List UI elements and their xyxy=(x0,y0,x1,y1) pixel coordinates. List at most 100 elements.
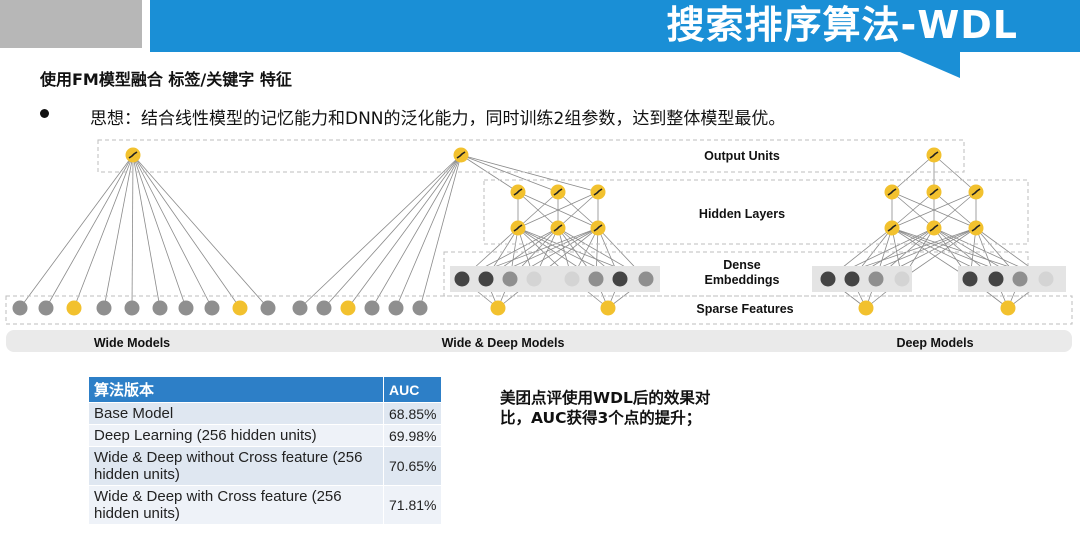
connection-edge xyxy=(132,154,187,309)
relu-unit-icon-glyph xyxy=(971,188,981,196)
connection-edge xyxy=(901,227,977,280)
connection-edge xyxy=(419,154,462,309)
relu-unit-icon-glyph xyxy=(513,188,523,196)
relu-unit-icon-glyph xyxy=(971,224,981,232)
row-model: Deep Learning (256 hidden units) xyxy=(88,424,384,447)
layer-box xyxy=(97,139,965,173)
feature-node xyxy=(412,300,428,316)
feature-node xyxy=(1000,300,1016,316)
feature-node xyxy=(178,300,194,316)
table-row: Base Model 68.85% xyxy=(88,402,443,425)
feature-node xyxy=(564,271,580,287)
connection-edge xyxy=(19,154,134,309)
connection-edge xyxy=(103,154,134,309)
feature-node xyxy=(638,271,654,287)
sigmoid-unit-icon-glyph xyxy=(456,151,466,159)
feature-node xyxy=(364,300,380,316)
layer-box xyxy=(483,179,1029,245)
label-hidden-layers: Hidden Layers xyxy=(699,207,785,221)
connection-edge xyxy=(517,191,599,229)
connection-edge xyxy=(460,154,559,193)
bullet-text: 思想：结合线性模型的记忆能力和DNN的泛化能力，同时训练2组参数，达到整体模型最… xyxy=(90,109,786,129)
feature-node xyxy=(820,271,836,287)
feature-node xyxy=(388,300,404,316)
feature-node xyxy=(292,300,308,316)
connection-edge xyxy=(299,154,462,309)
connection-edge xyxy=(557,191,599,229)
header-blue-bar xyxy=(150,0,1080,52)
connection-edge xyxy=(45,154,134,309)
section-subtitle: 使用FM模型融合 标签/关键字 特征 xyxy=(40,70,292,89)
connection-edge xyxy=(131,154,134,309)
wide-deep-architecture-diagram: Output Units Hidden Layers Dense Embeddi… xyxy=(5,139,1073,352)
feature-node xyxy=(478,271,494,287)
table-row: Wide & Deep without Cross feature (256 h… xyxy=(88,446,443,486)
connection-edge xyxy=(891,227,971,280)
feature-node xyxy=(894,271,910,287)
connection-edge xyxy=(132,154,269,309)
connection-edge xyxy=(73,154,134,309)
table-row: Wide & Deep with Cross feature (256 hidd… xyxy=(88,485,443,525)
connection-edge xyxy=(132,154,213,309)
row-auc: 70.65% xyxy=(382,446,443,486)
label-deep-models: Deep Models xyxy=(896,336,973,350)
connection-edge xyxy=(132,154,161,309)
connection-edge xyxy=(323,154,462,309)
feature-node xyxy=(1012,271,1028,287)
relu-unit-icon-glyph xyxy=(887,224,897,232)
row-auc: 71.81% xyxy=(382,485,443,525)
label-dense: Dense xyxy=(723,258,761,272)
feature-node xyxy=(526,271,542,287)
feature-node xyxy=(1038,271,1054,287)
sigmoid-unit-icon-glyph xyxy=(929,151,939,159)
feature-node xyxy=(260,300,276,316)
connection-edge xyxy=(933,191,977,229)
row-model: Wide & Deep without Cross feature (256 h… xyxy=(88,446,384,486)
page-title: 搜索排序算法-WDL xyxy=(666,3,1018,47)
label-embeddings: Embeddings xyxy=(704,273,779,287)
layer-box xyxy=(5,295,1073,325)
connection-edge xyxy=(347,154,462,309)
feature-node xyxy=(962,271,978,287)
feature-node xyxy=(66,300,82,316)
feature-node xyxy=(96,300,112,316)
connection-edge xyxy=(891,191,935,229)
feature-node xyxy=(868,271,884,287)
table-header-row: 算法版本 AUC xyxy=(88,376,443,403)
feature-node xyxy=(152,300,168,316)
relu-unit-icon-glyph xyxy=(929,224,939,232)
row-model: Base Model xyxy=(88,402,384,425)
result-note: 美团点评使用WDL后的效果对比，AUC获得3个点的提升； xyxy=(500,389,711,427)
table-row: Deep Learning (256 hidden units) 69.98% xyxy=(88,424,443,447)
feature-node xyxy=(204,300,220,316)
connection-edge xyxy=(517,191,559,229)
model-label-band xyxy=(6,330,1072,352)
connection-edge xyxy=(460,154,519,193)
auc-table-container: 算法版本 AUC Base Model 68.85% Deep Learning… xyxy=(88,376,443,525)
connection-edge xyxy=(371,154,462,309)
auc-table: 算法版本 AUC Base Model 68.85% Deep Learning… xyxy=(88,376,443,525)
feature-node xyxy=(844,271,860,287)
feature-node xyxy=(124,300,140,316)
header-algorithm: 算法版本 xyxy=(88,376,384,403)
feature-node xyxy=(600,300,616,316)
connection-edge xyxy=(933,154,977,193)
feature-node xyxy=(490,300,506,316)
connection-edge xyxy=(132,154,241,309)
label-output-units: Output Units xyxy=(704,149,780,163)
label-sparse-features: Sparse Features xyxy=(696,302,793,316)
relu-unit-icon-glyph xyxy=(593,188,603,196)
feature-node xyxy=(502,271,518,287)
row-auc: 68.85% xyxy=(382,402,443,425)
feature-node xyxy=(232,300,248,316)
connection-edge xyxy=(891,191,977,229)
feature-node xyxy=(612,271,628,287)
bullet-icon xyxy=(40,109,49,118)
diagram-nodes xyxy=(12,147,1054,316)
connection-edge xyxy=(891,154,935,193)
feature-node xyxy=(316,300,332,316)
diagram-layer-boxes xyxy=(5,139,1073,325)
feature-node xyxy=(340,300,356,316)
relu-unit-icon-glyph xyxy=(593,224,603,232)
connection-edge xyxy=(460,154,599,193)
